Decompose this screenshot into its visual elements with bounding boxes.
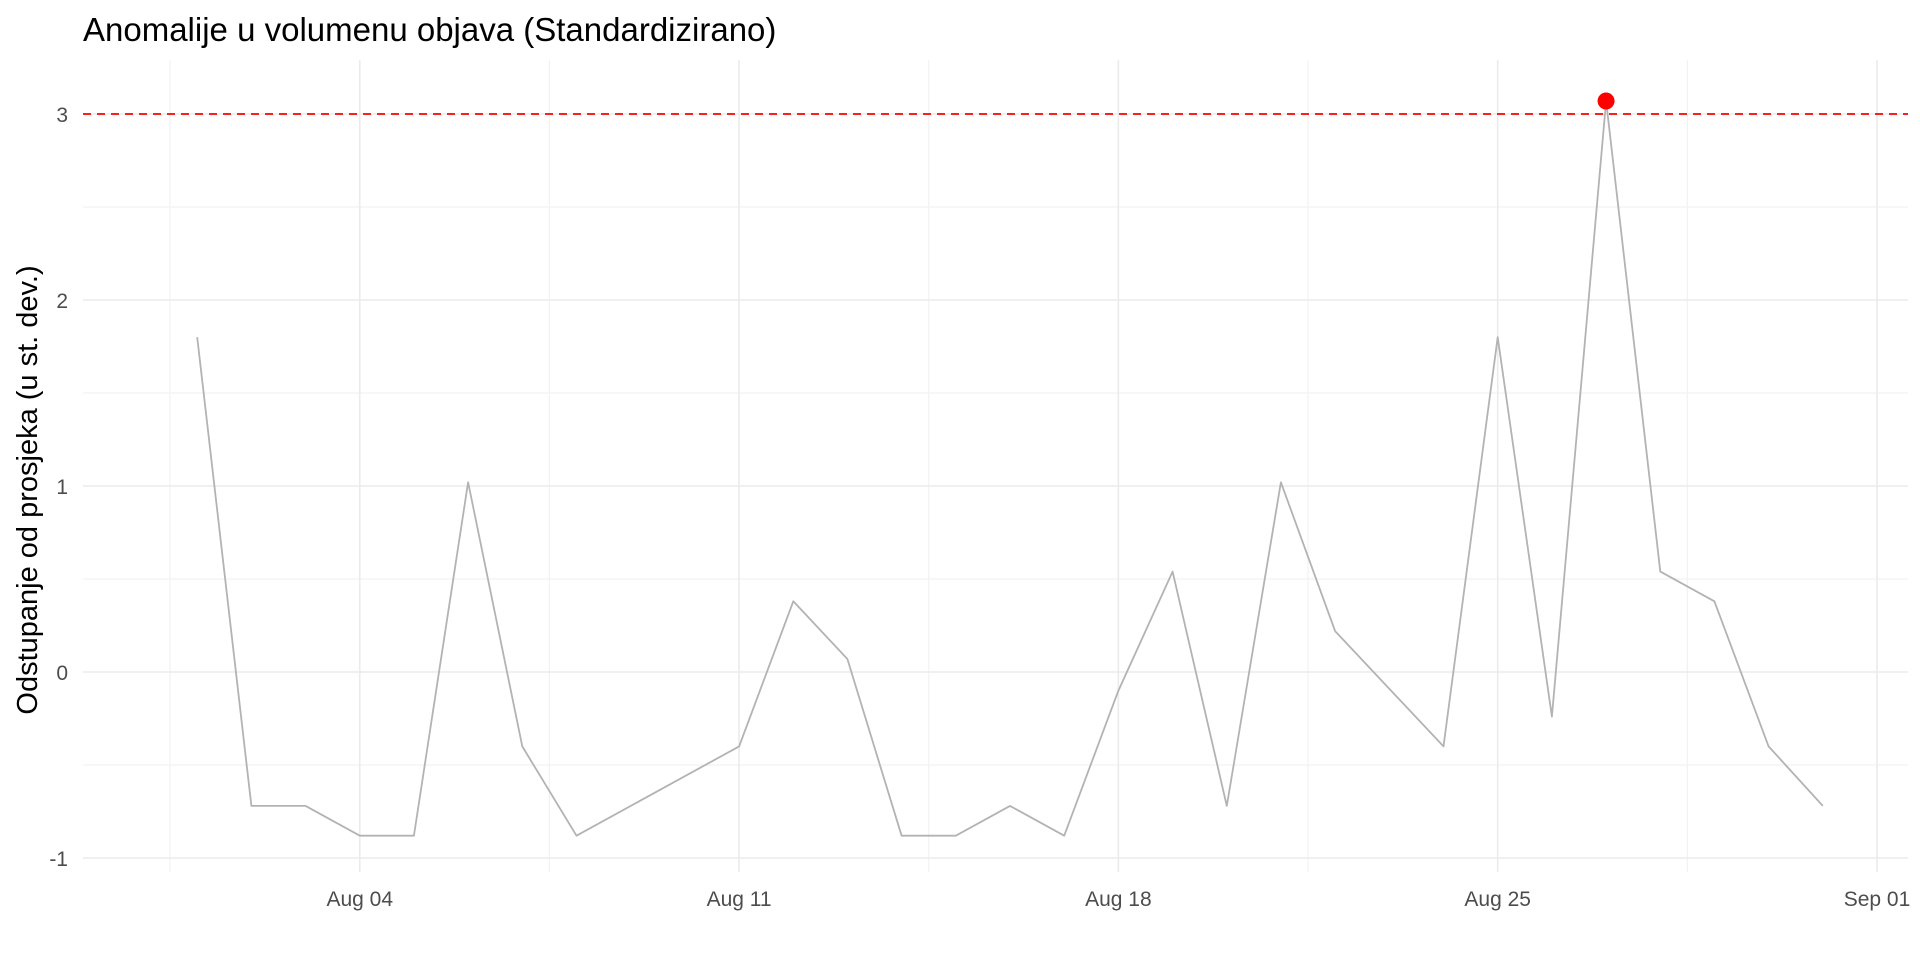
- chart-title: Anomalije u volumenu objava (Standardizi…: [83, 11, 776, 48]
- y-tick-label: 1: [56, 476, 68, 499]
- y-axis-tick-labels: -1 0 1 2 3: [49, 104, 68, 871]
- x-tick-label: Aug 04: [326, 888, 393, 911]
- x-tick-label: Sep 01: [1844, 888, 1911, 911]
- x-tick-label: Aug 11: [707, 888, 772, 911]
- y-axis-label: Odstupanje od prosjeka (u st. dev.): [12, 265, 44, 714]
- y-tick-label: 0: [56, 662, 68, 685]
- y-tick-label: 3: [56, 104, 68, 127]
- y-tick-label: 2: [56, 290, 68, 313]
- minor-gridlines: [83, 60, 1908, 872]
- x-tick-label: Aug 18: [1085, 888, 1152, 911]
- anomaly-point: [1597, 92, 1615, 110]
- series-line: [196, 100, 1824, 837]
- y-tick-label: -1: [49, 848, 68, 871]
- anomaly-layer: [1597, 92, 1615, 110]
- major-gridlines: [83, 60, 1908, 872]
- series-layer: [196, 100, 1824, 837]
- x-tick-label: Aug 25: [1464, 888, 1531, 911]
- x-axis-tick-labels: Aug 04 Aug 11 Aug 18 Aug 25 Sep 01: [326, 888, 1910, 911]
